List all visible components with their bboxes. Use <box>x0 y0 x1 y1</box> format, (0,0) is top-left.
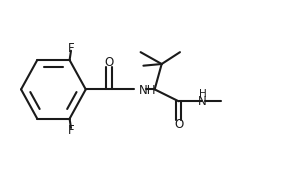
Text: N: N <box>198 95 207 108</box>
Text: H: H <box>199 89 206 99</box>
Text: O: O <box>104 56 113 69</box>
Text: O: O <box>174 118 183 131</box>
Text: F: F <box>68 42 74 55</box>
Text: F: F <box>68 124 74 137</box>
Text: NH: NH <box>139 84 156 97</box>
